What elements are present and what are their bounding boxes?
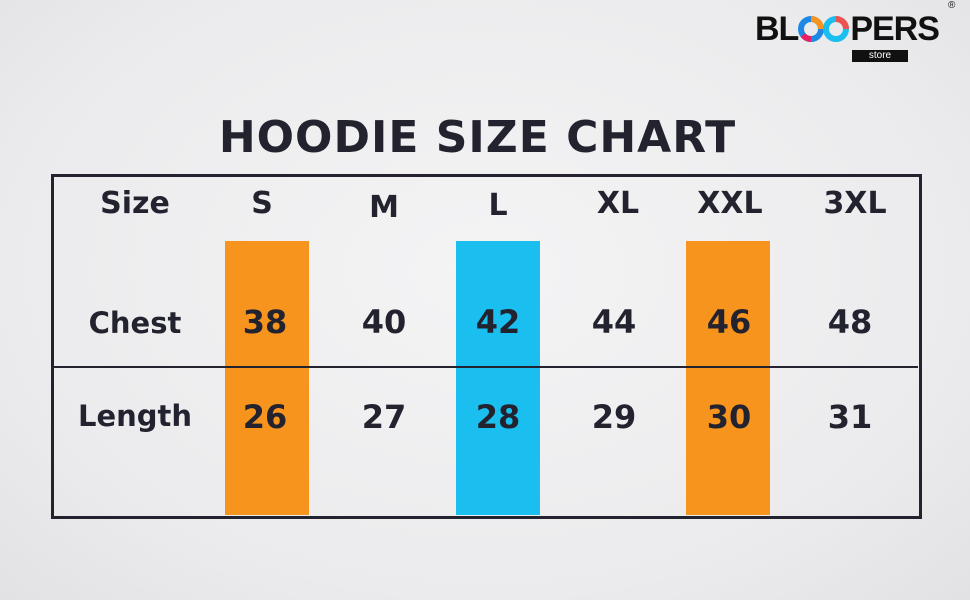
header-size-m: M xyxy=(369,190,399,225)
logo-store-label: store xyxy=(852,50,908,62)
row-label-length: Length xyxy=(77,399,193,433)
logo-infinity-icon xyxy=(798,16,850,42)
page-title: HOODIE SIZE CHART xyxy=(218,112,737,163)
chest-value-xxl: 46 xyxy=(706,303,752,341)
header-size-label: Size xyxy=(100,186,170,221)
length-value-3xl: 31 xyxy=(827,398,873,436)
header-size-xl: XL xyxy=(596,186,640,221)
registered-mark: ® xyxy=(948,0,956,11)
header-size-3xl: 3XL xyxy=(823,186,887,221)
length-value-m: 27 xyxy=(361,398,407,436)
chest-value-s: 38 xyxy=(242,303,288,341)
row-divider xyxy=(53,366,918,368)
length-value-xl: 29 xyxy=(591,398,637,436)
highlight-bar-s xyxy=(225,241,309,515)
size-table-border xyxy=(51,174,922,519)
logo-letters-bl: BL xyxy=(755,10,799,48)
header-size-s: S xyxy=(251,186,273,221)
length-value-xxl: 30 xyxy=(706,398,752,436)
row-label-chest: Chest xyxy=(88,306,182,340)
logo-letters-pers: PERS xyxy=(850,10,940,48)
bloopers-store-logo: BL PERS xyxy=(755,10,940,48)
chest-value-l: 42 xyxy=(475,303,521,341)
header-size-xxl: XXL xyxy=(697,186,763,221)
length-value-l: 28 xyxy=(475,398,521,436)
highlight-bar-l xyxy=(456,241,540,515)
chest-value-3xl: 48 xyxy=(827,303,873,341)
chest-value-m: 40 xyxy=(361,303,407,341)
header-size-l: L xyxy=(488,188,508,223)
length-value-s: 26 xyxy=(242,398,288,436)
chest-value-xl: 44 xyxy=(591,303,637,341)
highlight-bar-xxl xyxy=(686,241,770,515)
